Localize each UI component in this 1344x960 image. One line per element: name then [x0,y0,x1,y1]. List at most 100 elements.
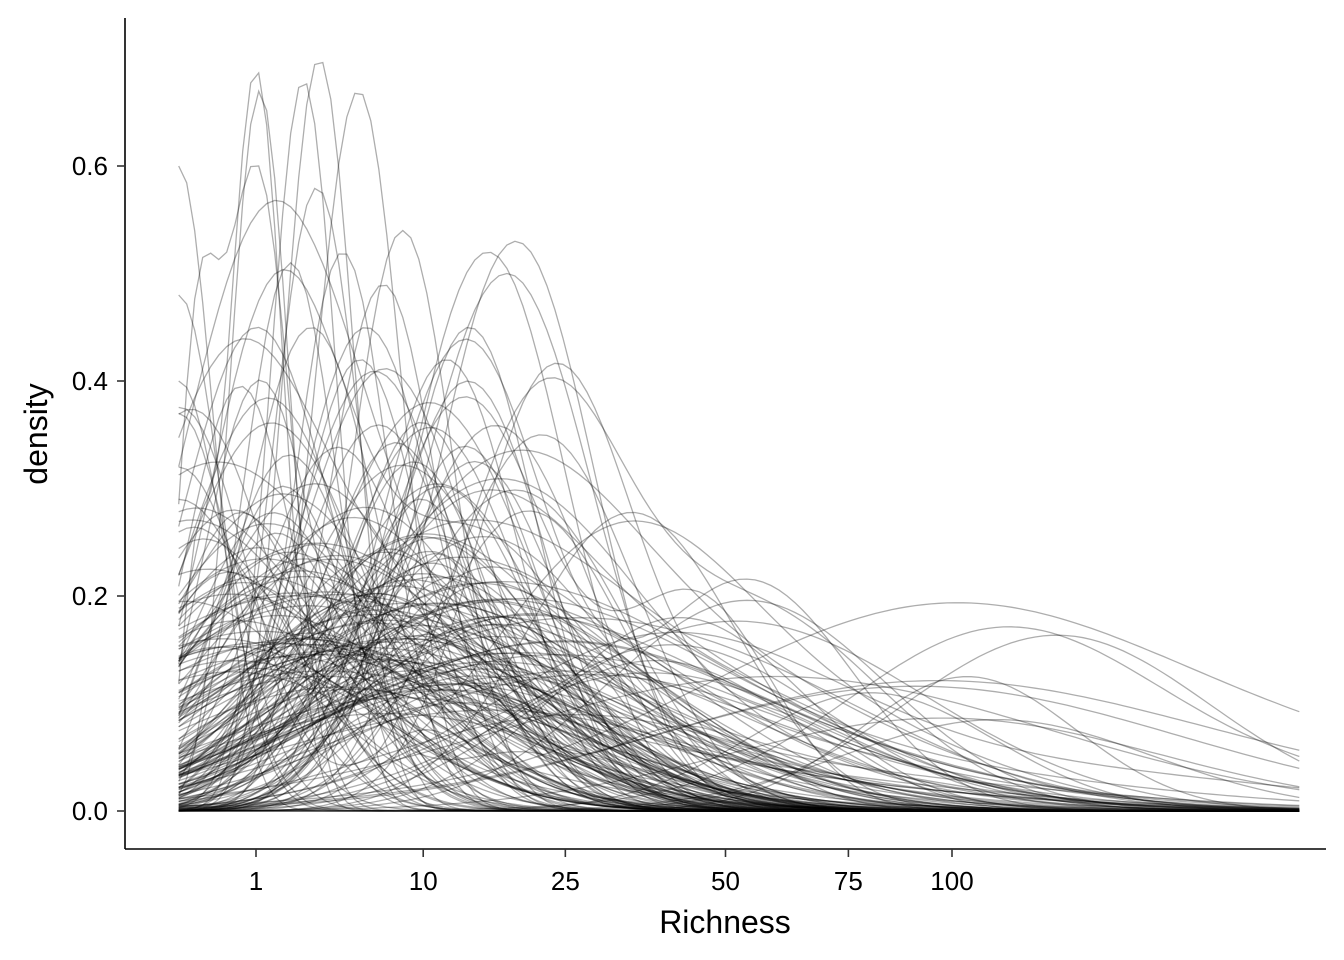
density-curve [178,421,1300,812]
density-curve [178,551,1300,812]
density-curve [178,485,1300,812]
density-curve [178,605,1300,812]
density-curve [178,688,1300,812]
density-curve [178,454,1300,812]
density-curve [178,622,1300,812]
x-tick-label: 25 [551,866,580,896]
density-curve [178,551,1300,812]
density-curve [178,489,1300,812]
density-curve [178,401,1300,812]
density-curve [178,571,1300,812]
density-curve [178,697,1300,812]
density-curve [178,675,1300,800]
density-curve [178,692,1300,812]
density-curve [178,613,1300,807]
density-curve [178,595,1300,810]
density-curve [178,643,1300,812]
density-curve [178,624,1300,812]
density-curve [178,498,1300,812]
density-curve [178,253,1300,812]
density-curve [178,653,1300,812]
density-curve [178,537,1300,812]
x-tick-label: 75 [834,866,863,896]
density-curve [178,686,1300,812]
density-curve [178,535,1300,812]
density-curve [178,620,1300,810]
x-tick-label: 50 [711,866,740,896]
density-curve [178,412,1300,812]
density-curve [178,617,1300,811]
density-curve [178,667,1300,812]
density-curve [178,638,1300,812]
density-curve [178,380,1300,812]
density-curve [178,512,1300,812]
density-curve [178,576,1300,812]
density-curve [178,507,1300,812]
density-curve [178,591,1300,812]
density-curve [178,483,1300,812]
density-curve [178,380,1300,812]
density-curve [178,592,1300,812]
density-curve [178,631,1300,808]
density-curve [178,653,1300,812]
density-curve [178,659,1300,812]
density-curve [178,598,1300,812]
density-curve [178,550,1300,812]
density-curve [178,359,1300,812]
density-curve [178,522,1300,812]
density-curve [178,682,1300,812]
density-curve [178,338,1300,812]
y-tick-label: 0.2 [72,581,108,611]
density-curve [178,634,1300,812]
density-curve [178,510,1300,812]
density-curve [178,600,1300,812]
density-curve [178,408,1300,812]
density-curve [178,635,1300,812]
density-curve [178,434,1300,812]
density-curve [178,338,1300,812]
density-curve [178,272,1300,812]
density-curve [178,552,1300,812]
density-curve [178,613,1300,812]
density-curve [178,536,1300,812]
density-curve [178,638,1300,812]
density-curve [178,71,1300,812]
density-curve [178,449,1300,811]
density-curve [178,655,1300,812]
density-curve [178,635,1300,812]
density-curve [178,326,1300,812]
density-curve [178,532,1300,812]
y-tick-label: 0.6 [72,151,108,181]
density-curve [178,575,1300,812]
density-curve [178,599,1300,812]
density-curve [178,614,1300,810]
density-curve [178,660,1300,812]
density-curve [178,526,1300,812]
density-curve [178,675,1300,812]
density-curve [178,556,1300,810]
density-curve [178,630,1300,812]
density-curve [178,397,1300,812]
density-curve [178,566,1300,812]
y-axis-ticks: 0.0 0.2 0.4 0.6 [72,151,125,826]
density-curve [178,385,1300,812]
density-curve [178,581,1300,812]
density-curve [178,379,1300,812]
density-curve [178,616,1300,812]
density-curve [178,689,1300,812]
density-curve [178,602,1300,807]
density-curve [178,370,1300,812]
density-curve [178,165,1300,812]
density-curve [178,464,1300,812]
density-curve [178,511,1300,812]
density-curve [178,554,1300,812]
density-curve [178,640,1300,807]
density-curve [178,509,1300,812]
density-curve [178,615,1300,812]
density-curve [178,478,1300,811]
density-curve [178,533,1300,812]
density-curve [178,616,1300,812]
density-curve [178,637,1300,812]
density-curve [178,619,1300,812]
